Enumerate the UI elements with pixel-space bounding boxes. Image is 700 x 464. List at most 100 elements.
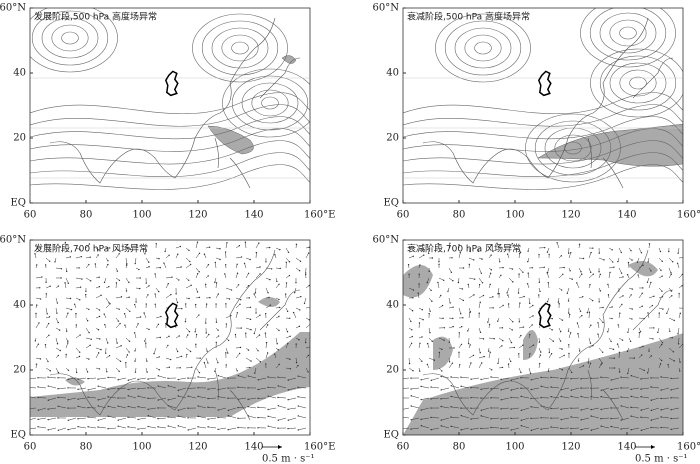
wind-arrow-head — [560, 255, 563, 257]
wind-arrow-head — [79, 334, 81, 336]
wind-arrow-head — [147, 397, 149, 400]
wind-arrow-head — [59, 246, 62, 248]
scale-label: 0.5 m · s⁻¹ — [635, 454, 688, 464]
wind-arrow-head — [589, 283, 591, 286]
wind-arrow-head — [410, 320, 412, 323]
wind-arrow-head — [75, 312, 77, 315]
wind-arrow — [591, 396, 600, 399]
wind-arrow — [598, 257, 605, 261]
wind-arrow — [478, 295, 484, 299]
wind-arrow-head — [217, 362, 219, 364]
wind-arrow-head — [136, 244, 138, 246]
wind-arrow-head — [250, 329, 252, 331]
wind-arrow-head — [622, 276, 624, 278]
wind-arrow — [278, 405, 287, 409]
wind-arrow-head — [98, 285, 101, 288]
contour — [619, 26, 637, 40]
wind-arrow-head — [158, 356, 160, 358]
wind-arrow-head — [531, 324, 533, 326]
wind-arrow-head — [195, 333, 198, 336]
wind-arrow — [588, 363, 591, 369]
wind-arrow-head — [234, 333, 237, 336]
wind-arrow-head — [99, 338, 101, 340]
wind-arrow — [278, 417, 287, 421]
wind-arrow — [631, 427, 640, 430]
wind-arrow — [641, 416, 650, 419]
wind-arrow — [588, 267, 591, 273]
wind-arrow-head — [400, 388, 401, 389]
wind-arrow-head — [581, 273, 583, 275]
wind-arrow-head — [400, 397, 401, 398]
contour — [231, 75, 309, 131]
wind-arrow-head — [421, 336, 423, 338]
wind-arrow — [528, 353, 531, 359]
wind-arrow-head — [134, 350, 136, 352]
wind-arrow-head — [67, 387, 69, 389]
wind-arrow — [601, 396, 610, 399]
shaded-region — [628, 261, 658, 277]
wind-arrow-head — [648, 243, 651, 245]
wind-arrow-head — [418, 283, 420, 285]
wind-arrow-head — [619, 312, 621, 314]
wind-arrow-head — [510, 417, 512, 420]
wind-arrow-head — [677, 343, 680, 345]
y-tick-label: 20 — [13, 365, 26, 376]
wind-arrow-head — [610, 425, 612, 428]
wind-arrow-head — [410, 395, 412, 397]
wind-arrow-head — [188, 331, 191, 333]
wind-arrow-head — [145, 282, 147, 284]
wind-arrow — [115, 323, 121, 329]
wind-arrow-head — [77, 398, 79, 400]
wind-arrow — [305, 253, 309, 259]
wind-arrow-head — [65, 330, 68, 332]
wind-arrow-head — [429, 331, 431, 334]
wind-arrow-head — [248, 297, 250, 299]
wind-arrow-head — [265, 261, 267, 263]
wind-arrow-head — [441, 304, 444, 307]
wind-arrow-head — [600, 376, 602, 378]
wind-arrow-head — [147, 425, 149, 428]
wind-arrow — [548, 353, 552, 359]
wind-arrow-head — [641, 305, 644, 307]
wind-arrow-head — [287, 399, 289, 401]
wind-arrow — [235, 347, 241, 349]
wind-arrow — [448, 363, 453, 369]
wind-arrow — [648, 282, 652, 289]
wind-arrow-head — [28, 419, 29, 420]
wind-arrow-head — [438, 351, 441, 354]
wind-arrow-head — [641, 354, 643, 356]
wind-arrow — [88, 387, 97, 391]
wind-arrow-head — [35, 312, 37, 315]
wind-arrow — [547, 247, 550, 253]
wind-arrow-head — [538, 294, 540, 296]
wind-arrow — [478, 302, 481, 309]
wind-arrow-head — [679, 370, 681, 372]
wind-arrow — [428, 357, 435, 361]
wind-arrow-head — [561, 319, 564, 321]
wind-arrow — [487, 317, 490, 323]
wind-arrow-head — [480, 415, 482, 417]
wind-arrow-head — [217, 409, 219, 411]
wind-arrow-head — [420, 385, 422, 388]
wind-arrow-head — [617, 260, 619, 263]
wind-arrow-head — [197, 405, 199, 407]
wind-arrow-head — [176, 350, 179, 353]
wind-arrow — [68, 397, 77, 400]
wind-arrow-head — [622, 295, 624, 297]
wind-arrow — [55, 297, 58, 304]
wind-arrow-head — [287, 251, 290, 253]
wind-arrow-head — [177, 425, 179, 427]
wind-arrow — [481, 377, 490, 380]
wind-arrow-head — [198, 271, 200, 273]
wind-arrow — [518, 253, 520, 259]
wind-arrow-head — [648, 350, 650, 352]
wind-arrow-head — [97, 399, 99, 401]
wind-arrow — [108, 427, 117, 429]
wind-arrow-head — [473, 294, 475, 296]
wind-arrow — [527, 273, 530, 279]
wind-arrow — [408, 367, 414, 371]
wind-arrow-head — [69, 297, 72, 300]
wind-arrow — [68, 417, 77, 421]
wind-arrow — [421, 386, 430, 389]
wind-arrow-head — [119, 322, 121, 325]
